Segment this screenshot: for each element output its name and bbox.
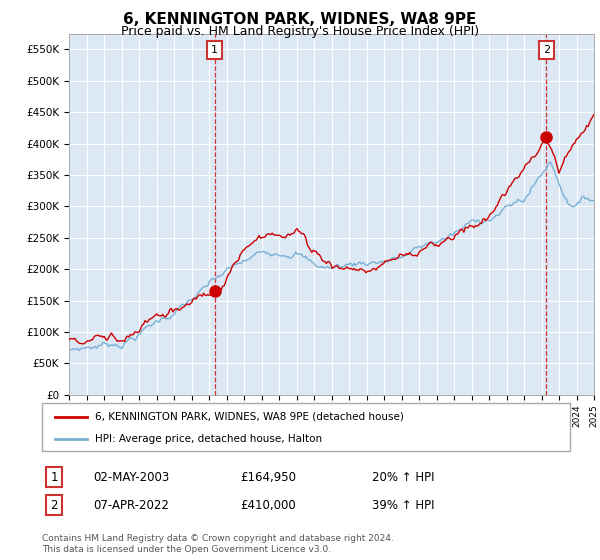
Text: Price paid vs. HM Land Registry's House Price Index (HPI): Price paid vs. HM Land Registry's House … [121,25,479,38]
Text: 2: 2 [542,45,550,55]
Text: 1: 1 [211,45,218,55]
Text: Contains HM Land Registry data © Crown copyright and database right 2024.
This d: Contains HM Land Registry data © Crown c… [42,534,394,554]
Text: 6, KENNINGTON PARK, WIDNES, WA8 9PE: 6, KENNINGTON PARK, WIDNES, WA8 9PE [124,12,476,27]
Text: 2: 2 [50,498,58,512]
Text: 39% ↑ HPI: 39% ↑ HPI [372,498,434,512]
Text: 02-MAY-2003: 02-MAY-2003 [93,470,169,484]
Text: 20% ↑ HPI: 20% ↑ HPI [372,470,434,484]
Text: £410,000: £410,000 [240,498,296,512]
Text: £164,950: £164,950 [240,470,296,484]
FancyBboxPatch shape [42,403,570,451]
Text: 1: 1 [50,470,58,484]
Text: HPI: Average price, detached house, Halton: HPI: Average price, detached house, Halt… [95,434,322,444]
Text: 07-APR-2022: 07-APR-2022 [93,498,169,512]
Text: 6, KENNINGTON PARK, WIDNES, WA8 9PE (detached house): 6, KENNINGTON PARK, WIDNES, WA8 9PE (det… [95,412,404,422]
